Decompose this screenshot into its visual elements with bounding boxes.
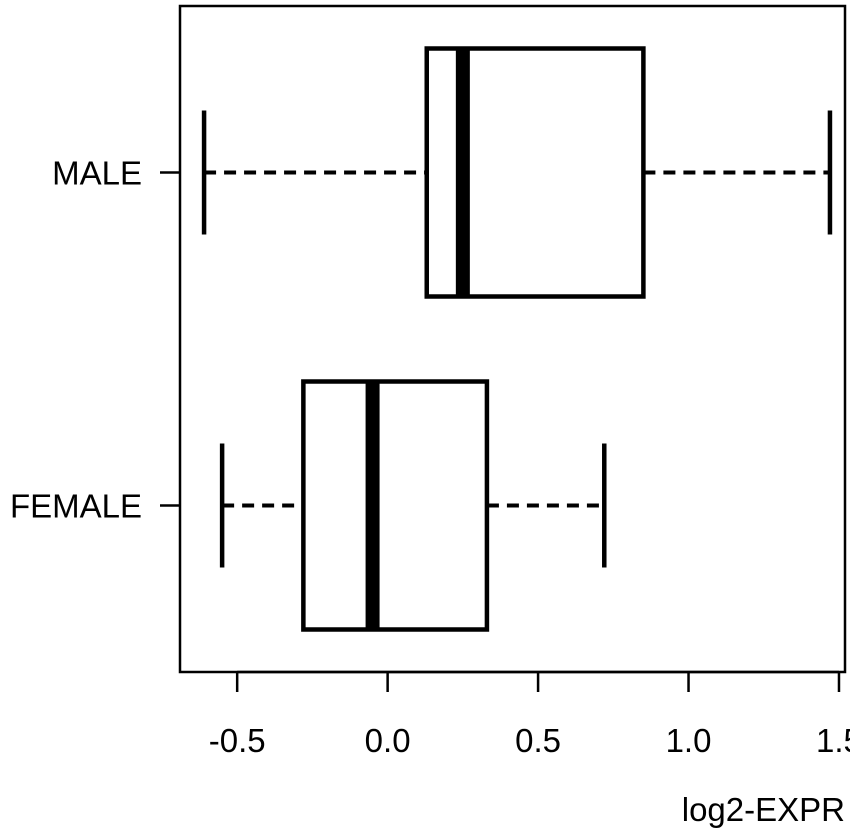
box-iqr-female bbox=[301, 379, 490, 632]
x-tick-label: 0.0 bbox=[365, 722, 411, 759]
box-female bbox=[219, 379, 607, 632]
x-tick-label: 1.5 bbox=[816, 722, 850, 759]
x-tick-label: -0.5 bbox=[209, 722, 266, 759]
y-tick-label-female: FEMALE bbox=[10, 488, 142, 525]
x-tick-label: 1.0 bbox=[666, 722, 712, 759]
y-tick-label-male: MALE bbox=[52, 155, 142, 192]
y-axis: MALE FEMALE bbox=[10, 155, 180, 525]
x-tick-label: 0.5 bbox=[515, 722, 561, 759]
x-axis-title: log2-EXPR bbox=[682, 791, 845, 828]
x-axis: -0.5 0.0 0.5 1.0 1.5 bbox=[209, 670, 850, 759]
boxes-group bbox=[201, 46, 833, 632]
box-male bbox=[201, 46, 833, 299]
